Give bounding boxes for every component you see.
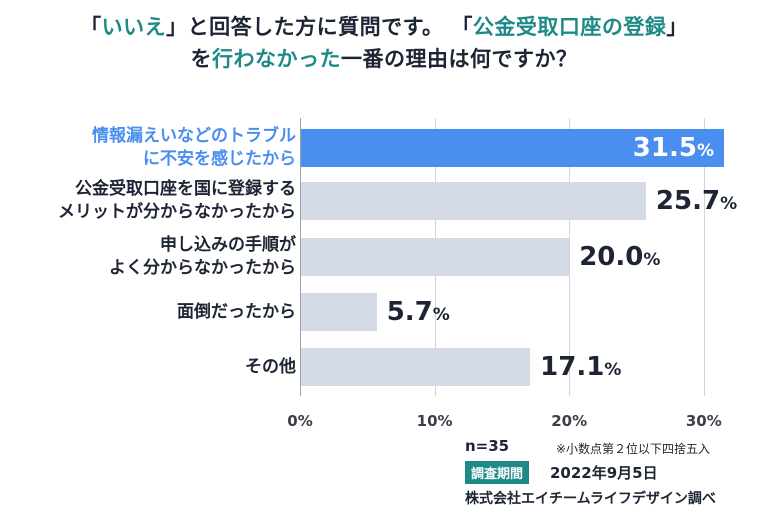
- category-label-line: よく分からなかったから: [109, 258, 296, 278]
- bar: [300, 129, 724, 167]
- category-label: 情報漏えいなどのトラブルに不安を感じたから: [92, 125, 296, 171]
- category-label-line: 情報漏えいなどのトラブル: [92, 126, 296, 146]
- category-label-line: メリットが分からなかったから: [58, 202, 296, 222]
- sample-size: n=35: [465, 437, 510, 455]
- data-label-unit: %: [432, 305, 450, 325]
- category-label-line: に不安を感じたから: [143, 149, 296, 169]
- rounding-note: ※小数点第２位以下四捨五入: [556, 442, 711, 456]
- data-label: 25.7%: [656, 186, 737, 219]
- bar: [300, 348, 531, 386]
- survey-period-badge: 調査期間: [465, 461, 530, 484]
- category-label-line: 公金受取口座を国に登録する: [75, 179, 296, 199]
- survey-company: 株式会社エイチームライフデザイン調べ: [465, 491, 716, 507]
- gridline: [569, 118, 571, 396]
- data-label-value: 20.0: [579, 242, 644, 272]
- x-tick-label: 0%: [287, 412, 313, 430]
- data-label-value: 31.5: [632, 133, 697, 163]
- title-line-2-segment-2: 一番の理由は何ですか？: [341, 47, 578, 71]
- category-label: 公金受取口座を国に登録するメリットが分からなかったから: [58, 178, 296, 224]
- bar: [300, 182, 646, 220]
- title-line-1-segment-0: 「: [80, 15, 102, 39]
- title-line-1-segment-1: いいえ: [101, 15, 167, 39]
- category-label-line: その他: [245, 356, 296, 377]
- title-line-1-segment-2: 」と回答した方に質問です。 「: [166, 15, 473, 39]
- gridline: [703, 118, 705, 396]
- category-label: その他: [245, 356, 296, 379]
- data-label-unit: %: [696, 141, 714, 161]
- data-label-unit: %: [720, 194, 738, 214]
- data-label-unit: %: [604, 360, 622, 380]
- data-label-value: 17.1: [540, 352, 605, 382]
- category-label-line: 申し込みの手順が: [160, 235, 296, 255]
- data-label-value: 5.7: [386, 297, 433, 327]
- category-label: 申し込みの手順がよく分からなかったから: [109, 234, 296, 280]
- title-line-1-segment-4: 」: [666, 15, 688, 39]
- data-label: 5.7%: [387, 297, 450, 330]
- title-line-2-segment-0: を: [190, 47, 212, 71]
- data-label-value: 25.7: [655, 186, 721, 216]
- bar: [300, 238, 570, 276]
- title-line-1-segment-3: 公金受取口座の登録: [472, 15, 667, 39]
- category-label: 面倒だったから: [177, 301, 296, 324]
- data-label-unit: %: [643, 250, 661, 270]
- y-axis-line: [300, 118, 301, 396]
- category-label-line: 面倒だったから: [177, 301, 296, 322]
- bar: [300, 293, 377, 331]
- title-line-2-segment-1: 行わなかった: [212, 47, 341, 71]
- title-line-2: を行わなかった一番の理由は何ですか？: [0, 45, 768, 73]
- survey-period: 2022年9月5日: [550, 464, 658, 482]
- x-tick-label: 10%: [416, 412, 453, 430]
- x-tick-label: 20%: [551, 412, 588, 430]
- data-label: 17.1%: [540, 352, 621, 385]
- x-tick-label: 30%: [685, 412, 722, 430]
- title-line-1: 「いいえ」と回答した方に質問です。 「公金受取口座の登録」: [0, 13, 768, 41]
- data-label: 31.5%: [633, 133, 714, 166]
- data-label: 20.0%: [579, 242, 660, 275]
